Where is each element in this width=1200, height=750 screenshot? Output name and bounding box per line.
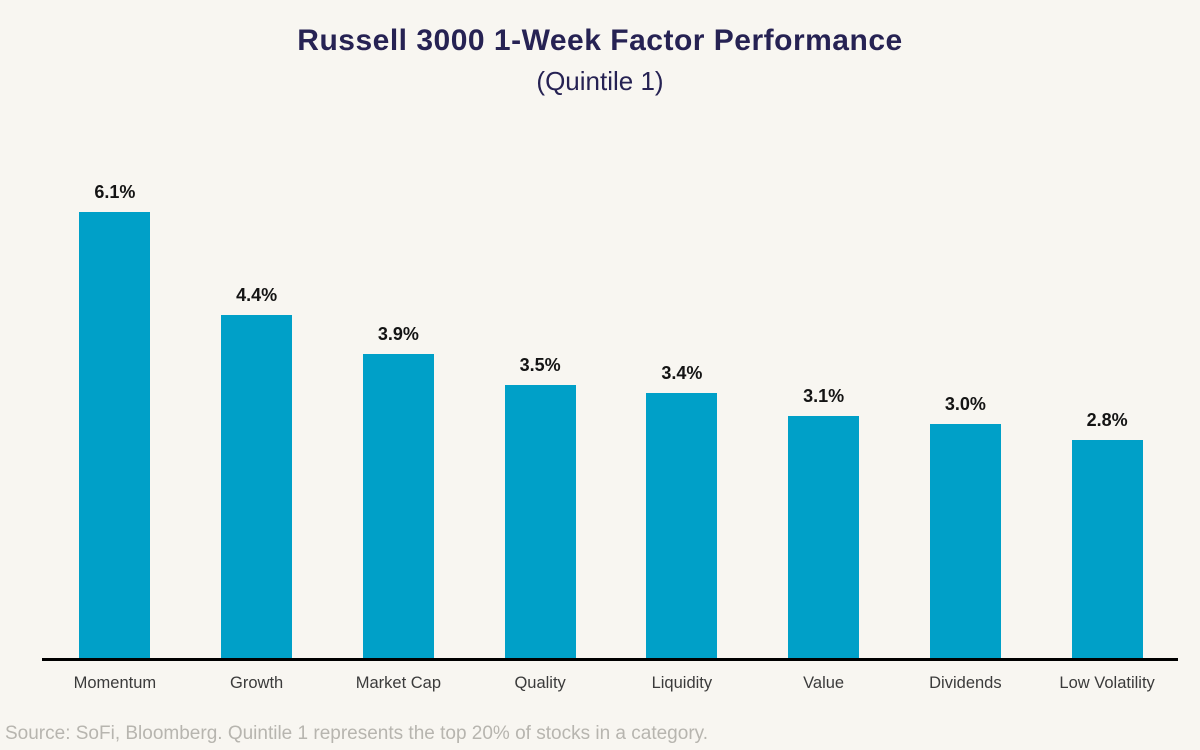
bar-value-label-growth: 4.4%: [236, 285, 278, 305]
x-label-momentum: Momentum: [73, 674, 157, 692]
chart-title: Russell 3000 1-Week Factor Performance: [297, 24, 903, 57]
bar-value-label-dividends: 3.0%: [944, 394, 986, 414]
bar-value-label-market-cap: 3.9%: [377, 324, 419, 344]
bar-group-market-cap: 3.9%: [328, 182, 470, 658]
x-axis-line: [42, 658, 1178, 661]
source-note: Source: SoFi, Bloomberg. Quintile 1 repr…: [5, 723, 709, 744]
x-label-market-cap: Market Cap: [355, 674, 442, 692]
bar-value-label-quality: 3.5%: [519, 355, 561, 375]
bar-dividends: [929, 424, 1001, 658]
bar-value-label-liquidity: 3.4%: [661, 363, 703, 383]
bar-group-dividends: 3.0%: [895, 182, 1037, 658]
bar-group-value: 3.1%: [753, 182, 895, 658]
bar-group-low-volatility: 2.8%: [1036, 182, 1178, 658]
x-label-value: Value: [803, 674, 845, 692]
bar-growth: [221, 315, 293, 658]
x-label-liquidity: Liquidity: [651, 674, 713, 692]
x-label-low-volatility: Low Volatility: [1059, 674, 1155, 692]
bar-group-growth: 4.4%: [186, 182, 328, 658]
bar-momentum: [79, 212, 151, 658]
bar-group-momentum: 6.1%: [44, 182, 186, 658]
x-axis-labels: Momentum Growth Market Cap Quality Liquidity…: [44, 674, 1178, 693]
bar-value: [788, 416, 860, 658]
bars-area: 6.1% 4.4% 3.9% 3.5% 3.4% 3.1% 3.0% 2.8%: [44, 182, 1178, 658]
bar-group-quality: 3.5%: [469, 182, 611, 658]
bar-value-label-low-volatility: 2.8%: [1086, 410, 1128, 430]
bar-market-cap: [362, 354, 434, 658]
chart-subtitle: (Quintile 1): [536, 66, 664, 96]
bar-low-volatility: [1071, 440, 1143, 658]
bar-value-label-momentum: 6.1%: [94, 182, 136, 202]
bar-liquidity: [646, 393, 718, 658]
x-label-quality: Quality: [514, 674, 566, 692]
bar-group-liquidity: 3.4%: [611, 182, 753, 658]
x-label-dividends: Dividends: [929, 674, 1002, 692]
x-label-growth: Growth: [230, 674, 284, 692]
bar-value-label-value: 3.1%: [803, 386, 845, 406]
bar-quality: [504, 385, 576, 658]
